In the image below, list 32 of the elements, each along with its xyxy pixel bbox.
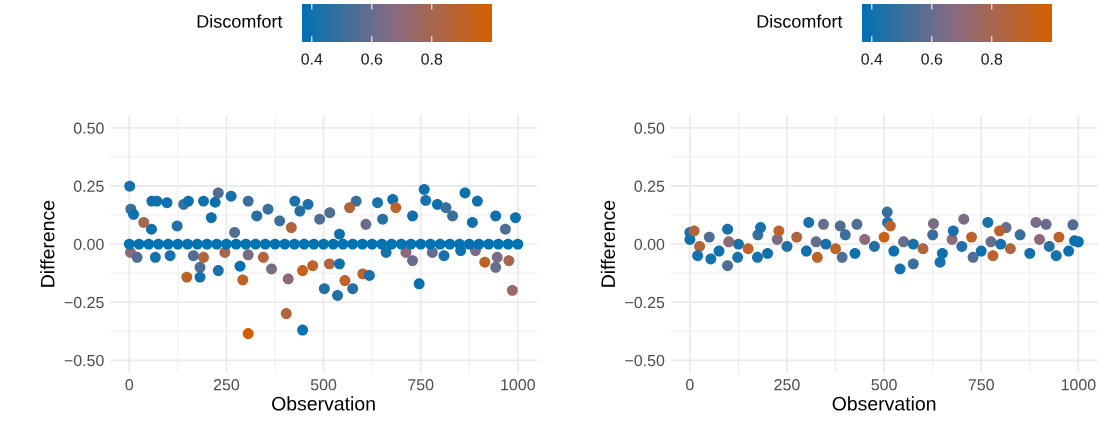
color-bar-label: 0.4 (861, 53, 883, 65)
color-bar-label: 0.6 (921, 53, 943, 65)
x-tick-label: 1000 (501, 379, 535, 391)
y-tick-label: 0.25 (634, 180, 665, 192)
color-bar-label: 0.4 (301, 53, 323, 65)
x-tick-label: 500 (871, 379, 897, 391)
x-tick-label: 750 (408, 379, 434, 391)
x-tick-label: 250 (213, 379, 240, 391)
color-bar-title: Discomfort (757, 14, 843, 28)
x-tick-label: 750 (968, 379, 994, 391)
y-axis-title: Difference (40, 200, 55, 287)
x-axis-title: Observation (832, 396, 936, 411)
x-tick-label: 0 (125, 379, 134, 391)
color-bar-label: 0.8 (421, 53, 443, 65)
color-bar-label: 0.6 (361, 53, 383, 65)
color-bar-label: 0.8 (981, 53, 1003, 65)
y-tick-label: 0.50 (634, 122, 665, 134)
y-tick-label: −0.25 (625, 296, 665, 309)
x-tick-label: 1000 (1061, 379, 1096, 391)
y-tick-label: 0.25 (73, 180, 104, 192)
x-tick-label: 0 (686, 379, 694, 391)
y-tick-label: −0.50 (64, 354, 104, 367)
y-tick-label: 0.50 (73, 122, 104, 134)
x-axis-title: Observation (272, 396, 375, 411)
x-tick-label: 250 (774, 379, 800, 391)
y-tick-label: −0.50 (625, 354, 665, 367)
y-tick-label: −0.25 (64, 296, 104, 309)
y-tick-label: 0.00 (73, 238, 104, 251)
y-tick-label: 0.00 (634, 238, 665, 251)
x-tick-label: 500 (310, 379, 337, 391)
color-bar-title: Discomfort (197, 14, 283, 28)
y-axis-title: Difference (600, 200, 616, 287)
